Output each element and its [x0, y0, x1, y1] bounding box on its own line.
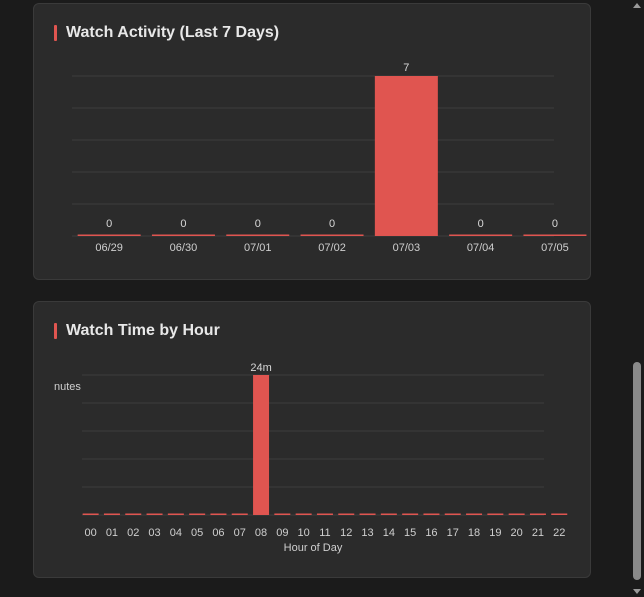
x-tick-label: 19: [489, 527, 501, 539]
x-tick-label: 07/04: [467, 242, 495, 254]
data-label: 0: [552, 218, 558, 230]
title-accent-bar: [54, 323, 57, 339]
bar-hour-20: [508, 513, 525, 515]
x-tick-label: 00: [85, 527, 97, 539]
x-tick-label: 12: [340, 527, 352, 539]
bar-hour-13: [359, 513, 376, 515]
x-axis-label: Hour of Day: [284, 542, 343, 554]
x-tick-label: 18: [468, 527, 480, 539]
x-tick-label: 08: [255, 527, 267, 539]
bar-06/29: [77, 234, 141, 236]
x-tick-label: 06/29: [95, 242, 123, 254]
x-tick-label: 07: [234, 527, 246, 539]
x-tick-label: 16: [425, 527, 437, 539]
data-label: 0: [329, 218, 335, 230]
bar-hour-03: [146, 513, 163, 515]
data-label: 0: [478, 218, 484, 230]
x-tick-label: 11: [319, 527, 330, 539]
x-tick-label: 06/30: [170, 242, 198, 254]
data-label: 7: [403, 62, 409, 74]
bar-06/30: [151, 234, 215, 236]
scroll-down-arrow-icon[interactable]: [633, 589, 641, 594]
scroll-up-arrow-icon[interactable]: [633, 3, 641, 8]
bar-hour-08: [253, 375, 270, 515]
x-tick-label: 22: [553, 527, 565, 539]
bar-hour-04: [167, 513, 184, 515]
data-label: 0: [255, 218, 261, 230]
bar-07/05: [523, 234, 587, 236]
bar-hour-19: [487, 513, 504, 515]
x-tick-label: 03: [148, 527, 160, 539]
watch-activity-title: Watch Activity (Last 7 Days): [54, 24, 279, 42]
watch-time-by-hour-title: Watch Time by Hour: [54, 322, 220, 340]
scrollbar-thumb[interactable]: [633, 362, 641, 580]
x-tick-label: 07/01: [244, 242, 272, 254]
x-tick-label: 06: [212, 527, 224, 539]
data-label: 0: [106, 218, 112, 230]
y-axis-label: nutes: [54, 381, 81, 393]
watch-activity-chart: 0 06/29 0 06/30 0 07/01 0 07/02 7 07/03 0 07/04 0 07/…: [72, 62, 587, 254]
x-tick-label: 09: [276, 527, 288, 539]
bar-07/04: [449, 234, 513, 236]
watch-time-by-hour-card: Watch Time by Hour 00 01 02 03 04 05 06 07 24m 08…: [33, 301, 591, 578]
bar-hour-17: [444, 513, 461, 515]
bar-hour-18: [466, 513, 483, 515]
bar-hour-05: [189, 513, 206, 515]
bar-hour-21: [529, 513, 546, 515]
watch-time-by-hour-chart: 00 01 02 03 04 05 06 07 24m 08 09 10 11 12 13 14 15 16 17 1…: [54, 362, 568, 554]
vertical-scrollbar[interactable]: [630, 0, 644, 597]
data-label: 0: [180, 218, 186, 230]
bar-07/02: [300, 234, 364, 236]
bar-hour-02: [125, 513, 142, 515]
x-tick-label: 07/02: [318, 242, 346, 254]
x-tick-label: 20: [511, 527, 523, 539]
x-tick-label: 01: [106, 527, 118, 539]
bar-hour-01: [103, 513, 120, 515]
bar-07/03: [374, 76, 438, 236]
bar-hour-15: [402, 513, 419, 515]
x-tick-label: 10: [298, 527, 310, 539]
bar-hour-16: [423, 513, 440, 515]
bar-hour-14: [380, 513, 397, 515]
x-tick-label: 17: [447, 527, 459, 539]
watch-activity-card: Watch Activity (Last 7 Days) 0 06/29 0 06/3…: [33, 3, 591, 280]
watch-activity-title-text: Watch Activity (Last 7 Days): [66, 24, 280, 41]
bar-hour-10: [295, 513, 312, 515]
x-tick-label: 02: [127, 527, 139, 539]
x-tick-label: 07/03: [393, 242, 421, 254]
bar-hour-09: [274, 513, 291, 515]
x-tick-label: 21: [532, 527, 544, 539]
bar-hour-12: [338, 513, 355, 515]
x-tick-label: 04: [170, 527, 182, 539]
bar-hour-00: [82, 513, 99, 515]
bar-hour-11: [316, 513, 333, 515]
x-tick-label: 14: [383, 527, 395, 539]
bar-hour-07: [231, 513, 248, 515]
x-tick-label: 05: [191, 527, 203, 539]
title-accent-bar: [54, 25, 57, 41]
bar-hour-06: [210, 513, 227, 515]
watch-time-by-hour-title-text: Watch Time by Hour: [66, 322, 220, 339]
x-tick-label: 07/05: [541, 242, 569, 254]
bar-07/01: [226, 234, 290, 236]
bar-hour-22: [551, 513, 568, 515]
x-tick-label: 13: [361, 527, 373, 539]
data-label: 24m: [250, 362, 271, 374]
x-tick-label: 15: [404, 527, 416, 539]
